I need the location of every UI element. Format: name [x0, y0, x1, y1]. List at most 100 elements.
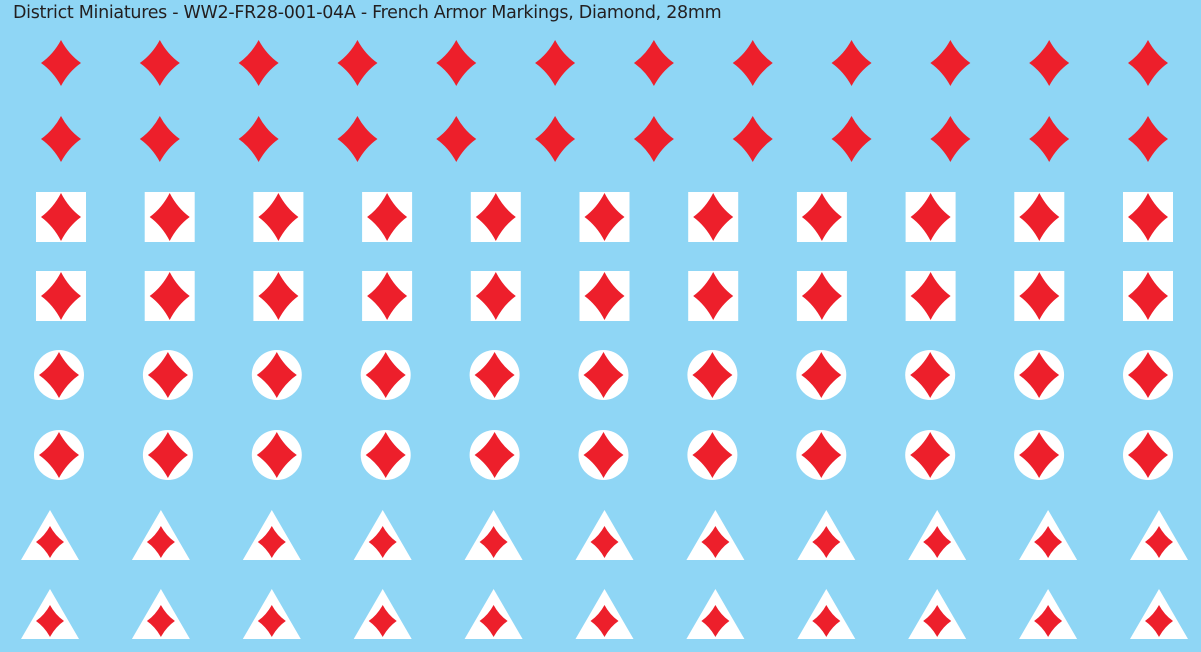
decal-plain-diamond — [930, 40, 971, 86]
decal-diamond-on-square — [36, 192, 86, 242]
decal-diamond-on-square — [905, 271, 956, 321]
decal-diamond-on-circle — [578, 430, 629, 480]
diamond-marking — [910, 352, 951, 398]
diamond-marking — [812, 526, 841, 558]
diamond-marking — [583, 352, 624, 398]
decal-diamond-on-circle — [1014, 430, 1065, 480]
diamond-marking — [337, 116, 378, 162]
diamond-marking — [732, 116, 773, 162]
decal-diamond-on-triangle — [242, 589, 301, 639]
decal-diamond-on-circle — [142, 350, 193, 400]
diamond-marking — [36, 605, 64, 637]
diamond-marking — [41, 272, 81, 320]
decal-diamond-on-circle — [34, 430, 84, 480]
diamond-marking — [1029, 40, 1070, 86]
decal-plain-diamond — [436, 40, 477, 86]
diamond-marking — [1128, 40, 1168, 86]
decal-plain-diamond — [337, 116, 378, 162]
decal-diamond-on-triangle — [1130, 589, 1188, 639]
decal-plain-diamond — [831, 40, 872, 86]
decal-plain-diamond — [930, 116, 971, 162]
decal-diamond-on-triangle — [575, 510, 634, 560]
decal-diamond-on-square — [796, 192, 847, 242]
decal-diamond-on-square — [253, 192, 304, 242]
sheet-title: District Miniatures - WW2-FR28-001-04A -… — [13, 3, 722, 23]
decal-diamond-on-square — [579, 271, 630, 321]
decal-plain-diamond — [238, 40, 279, 86]
decal-diamond-on-square — [144, 271, 195, 321]
diamond-marking — [801, 272, 842, 320]
diamond-marking — [831, 40, 872, 86]
diamond-marking — [801, 193, 842, 241]
decal-diamond-on-triangle — [242, 510, 301, 560]
decal-diamond-on-circle — [1014, 350, 1065, 400]
diamond-marking — [149, 193, 190, 241]
diamond-marking — [41, 116, 81, 162]
diamond-marking — [436, 40, 477, 86]
diamond-marking — [1128, 116, 1168, 162]
decal-diamond-on-square — [362, 271, 413, 321]
decal-plain-diamond — [1128, 116, 1168, 162]
decal-diamond-on-square — [470, 271, 521, 321]
diamond-marking — [910, 272, 951, 320]
decal-diamond-on-circle — [905, 350, 956, 400]
decal-diamond-on-triangle — [131, 589, 190, 639]
diamond-marking — [258, 193, 299, 241]
decal-diamond-on-triangle — [21, 589, 79, 639]
diamond-marking — [1128, 272, 1168, 320]
diamond-marking — [39, 432, 79, 478]
decal-diamond-on-triangle — [464, 589, 523, 639]
diamond-marking — [1019, 352, 1060, 398]
decal-diamond-on-circle — [251, 430, 302, 480]
diamond-marking — [147, 432, 188, 478]
decal-diamond-on-square — [253, 271, 304, 321]
diamond-marking — [1019, 432, 1060, 478]
decal-diamond-on-triangle — [131, 510, 190, 560]
diamond-marking — [535, 116, 576, 162]
diamond-marking — [923, 526, 952, 558]
diamond-marking — [1128, 352, 1168, 398]
diamond-marking — [337, 40, 378, 86]
decal-diamond-on-square — [796, 271, 847, 321]
diamond-marking — [801, 352, 842, 398]
diamond-marking — [36, 526, 64, 558]
decal-diamond-on-square — [1123, 271, 1173, 321]
diamond-marking — [583, 432, 624, 478]
decal-diamond-on-square — [1123, 192, 1173, 242]
decal-diamond-on-circle — [34, 350, 84, 400]
diamond-marking — [365, 352, 406, 398]
diamond-marking — [590, 605, 619, 637]
decal-diamond-on-triangle — [797, 510, 856, 560]
diamond-marking — [831, 116, 872, 162]
diamond-marking — [1029, 116, 1070, 162]
decal-plain-diamond — [1029, 40, 1070, 86]
decal-diamond-on-square — [36, 271, 86, 321]
diamond-marking — [930, 40, 971, 86]
decal-diamond-on-triangle — [1019, 510, 1078, 560]
decal-diamond-on-circle — [1123, 430, 1173, 480]
decal-plain-diamond — [535, 116, 576, 162]
decal-diamond-on-triangle — [21, 510, 79, 560]
decal-diamond-on-circle — [687, 430, 738, 480]
decal-plain-diamond — [1029, 116, 1070, 162]
diamond-marking — [146, 526, 175, 558]
diamond-marking — [1019, 272, 1060, 320]
decal-diamond-on-square — [1014, 271, 1065, 321]
decal-diamond-on-circle — [142, 430, 193, 480]
diamond-marking — [801, 432, 842, 478]
decal-plain-diamond — [41, 40, 81, 86]
decal-diamond-on-square — [144, 192, 195, 242]
decal-diamond-on-square — [362, 192, 413, 242]
decal-diamond-on-triangle — [353, 510, 412, 560]
diamond-marking — [149, 272, 190, 320]
diamond-marking — [1034, 605, 1063, 637]
diamond-marking — [701, 526, 730, 558]
diamond-marking — [633, 40, 674, 86]
diamond-marking — [238, 116, 279, 162]
diamond-marking — [257, 605, 286, 637]
diamond-marking — [147, 352, 188, 398]
diamond-marking — [39, 352, 79, 398]
decal-plain-diamond — [238, 116, 279, 162]
decal-plain-diamond — [337, 40, 378, 86]
decal-plain-diamond — [436, 116, 477, 162]
